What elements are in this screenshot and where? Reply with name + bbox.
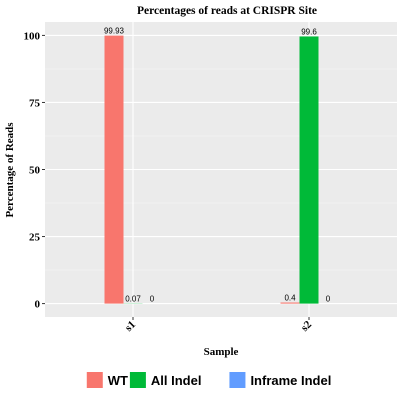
y-tick-label: 50 [29,165,41,177]
y-tick-label: 25 [29,232,41,244]
data-label: 0.4 [284,294,296,303]
data-label: 0 [326,295,331,304]
legend-key-inframe-indel [229,372,246,388]
legend-label-inframe-indel: Inframe Indel [250,373,331,388]
data-label: 99.93 [104,27,125,36]
data-label: 0 [150,295,155,304]
legend-label-all-indel: All Indel [151,373,202,388]
legend: WT All Indel Inframe Indel [86,372,331,388]
legend-key-wt [86,372,103,388]
y-tick-label: 75 [29,97,41,109]
legend-label-wt: WT [108,373,128,388]
x-tick-label: s1 [123,319,138,334]
bar-wt-s1 [104,35,124,304]
bars [104,35,319,304]
legend-key-all-indel [129,372,146,388]
chart-title: Percentages of reads at CRISPR Site [137,5,317,17]
y-tick-label: 100 [24,30,41,42]
data-label: 99.6 [301,27,317,36]
data-label: 0.07 [125,294,141,303]
data-labels: 99.93 0.07 0 0.4 99.6 0 [104,27,331,304]
x-axis-title: Sample [204,346,239,358]
bar-wt-s2 [280,302,300,304]
y-tick-label: 0 [35,299,41,311]
x-tick-label: s2 [299,318,315,334]
y-axis-title: Percentage of Reads [4,122,16,218]
bar-all-indel-s2 [299,36,319,304]
